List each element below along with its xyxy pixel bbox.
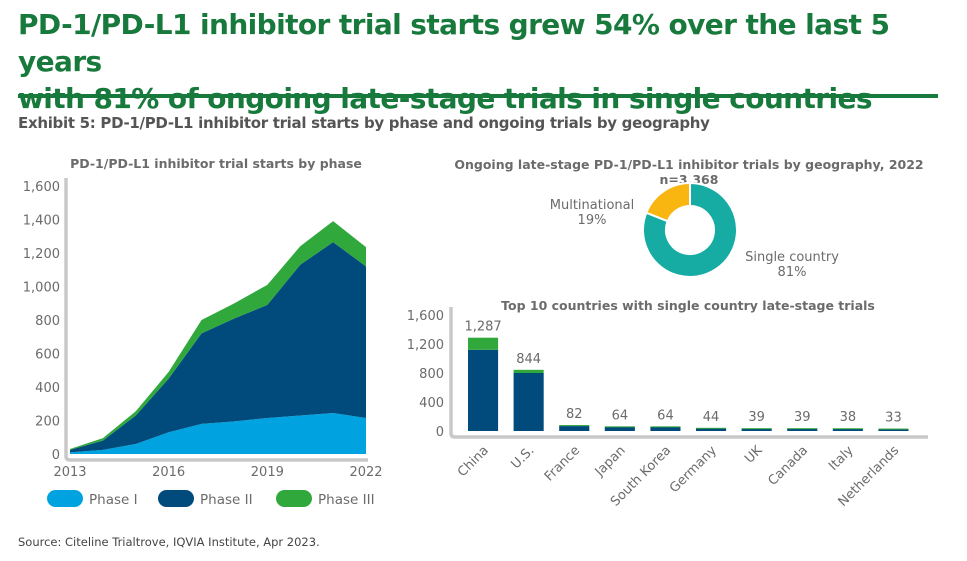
area-series-phase-i <box>70 412 366 454</box>
area-y-tick-label: 1,000 <box>23 281 60 296</box>
donut-label-single-country: Single country <box>745 250 839 265</box>
source-note: Source: Citeline Trialtrove, IQVIA Insti… <box>18 535 320 549</box>
bar-value-label: 44 <box>703 410 720 425</box>
bar-value-label: 64 <box>657 408 674 423</box>
bar-japan-phase-ii <box>604 426 635 431</box>
donut-title: Ongoing late-stage PD-1/PD-L1 inhibitor … <box>454 157 923 172</box>
area-x-tick-label: 2016 <box>152 465 185 480</box>
bar-y-tick-label: 800 <box>419 367 444 382</box>
legend-label: Phase I <box>89 492 138 508</box>
bar-japan-phase-iii <box>604 426 635 428</box>
bar-category-label: Canada <box>765 443 811 489</box>
bar-u-s--phase-iii <box>513 369 544 373</box>
area-y-tick-label: 0 <box>52 448 60 463</box>
bar-y-tick-label: 0 <box>436 425 444 440</box>
bar-category-label: Italy <box>826 443 857 474</box>
bar-chart-title: Top 10 countries with single country lat… <box>501 298 875 313</box>
bar-category-label: U.S. <box>508 443 537 472</box>
donut-value-multinational: 19% <box>578 213 607 228</box>
area-series-phase-ii <box>70 242 366 453</box>
area-y-tick-label: 1,400 <box>23 214 60 229</box>
bar-germany-phase-iii <box>696 427 727 429</box>
bar-france-phase-ii <box>559 426 590 431</box>
bar-category-label: UK <box>742 443 766 467</box>
donut-slice-multinational <box>645 181 691 223</box>
area-chart: PD-1/PD-L1 inhibitor trial starts by pha… <box>23 156 383 508</box>
bar-china-phase-iii <box>468 337 499 350</box>
donut-value-single-country: 81% <box>778 265 807 280</box>
bar-value-label: 38 <box>840 410 857 425</box>
area-x-tick-label: 2019 <box>251 465 284 480</box>
bar-value-label: 64 <box>612 408 629 423</box>
headline-line-1: PD-1/PD-L1 inhibitor trial starts grew 5… <box>18 8 890 78</box>
donut-slice-single-country <box>642 181 738 278</box>
bar-germany-phase-ii <box>696 428 727 431</box>
bar-canada-phase-iii <box>787 428 818 430</box>
bar-axis-line <box>449 307 928 439</box>
bar-south-korea-phase-iii <box>650 426 681 428</box>
area-x-tick-label: 2013 <box>53 465 86 480</box>
bar-category-label: Germany <box>667 443 720 496</box>
bar-y-tick-label: 400 <box>419 396 444 411</box>
bar-value-label: 39 <box>794 410 811 425</box>
bar-south-korea-phase-ii <box>650 426 681 431</box>
geography-charts: Ongoing late-stage PD-1/PD-L1 inhibitor … <box>407 157 928 510</box>
area-y-tick-label: 600 <box>35 348 60 363</box>
area-y-tick-label: 400 <box>35 381 60 396</box>
bar-china-phase-ii <box>468 349 499 431</box>
area-series-phase-iii <box>70 221 366 450</box>
donut-label-multinational: Multinational <box>550 198 634 213</box>
area-y-tick-label: 1,600 <box>23 180 60 195</box>
bar-value-label: 82 <box>566 407 583 422</box>
bar-category-label: Japan <box>592 443 629 480</box>
bar-uk-phase-iii <box>741 428 772 430</box>
headline-divider <box>18 94 938 98</box>
bar-netherlands-phase-ii <box>878 428 909 431</box>
bar-y-tick-label: 1,600 <box>407 309 444 324</box>
bar-value-label: 39 <box>748 410 765 425</box>
bar-italy-phase-iii <box>832 428 863 430</box>
bar-value-label: 1,287 <box>464 320 501 335</box>
bar-u-s--phase-ii <box>513 373 544 431</box>
bar-france-phase-iii <box>559 425 590 427</box>
area-chart-title: PD-1/PD-L1 inhibitor trial starts by pha… <box>70 156 362 171</box>
exhibit-title: Exhibit 5: PD-1/PD-L1 inhibitor trial st… <box>18 114 710 132</box>
headline-line-2: with 81% of ongoing late-stage trials in… <box>18 82 873 115</box>
area-y-tick-label: 1,200 <box>23 247 60 262</box>
bar-y-tick-label: 1,200 <box>407 338 444 353</box>
area-y-tick-label: 200 <box>35 415 60 430</box>
legend-swatch-phase-ii <box>158 490 194 507</box>
area-axis-line <box>64 178 368 462</box>
legend-swatch-phase-i <box>47 490 83 507</box>
bar-netherlands-phase-iii <box>878 428 909 430</box>
legend-label: Phase II <box>200 492 253 508</box>
bar-uk-phase-ii <box>741 428 772 431</box>
legend-label: Phase III <box>318 492 375 508</box>
headline: PD-1/PD-L1 inhibitor trial starts grew 5… <box>18 6 958 117</box>
legend-swatch-phase-iii <box>276 490 312 507</box>
bar-italy-phase-ii <box>832 428 863 431</box>
donut-subtitle: n=3,368 <box>660 172 719 187</box>
bar-value-label: 33 <box>885 411 902 426</box>
bar-canada-phase-ii <box>787 428 818 431</box>
area-x-tick-label: 2022 <box>349 465 382 480</box>
bar-category-label: China <box>455 443 492 480</box>
bar-value-label: 844 <box>516 352 541 367</box>
bar-category-label: France <box>542 443 583 484</box>
area-y-tick-label: 800 <box>35 314 60 329</box>
